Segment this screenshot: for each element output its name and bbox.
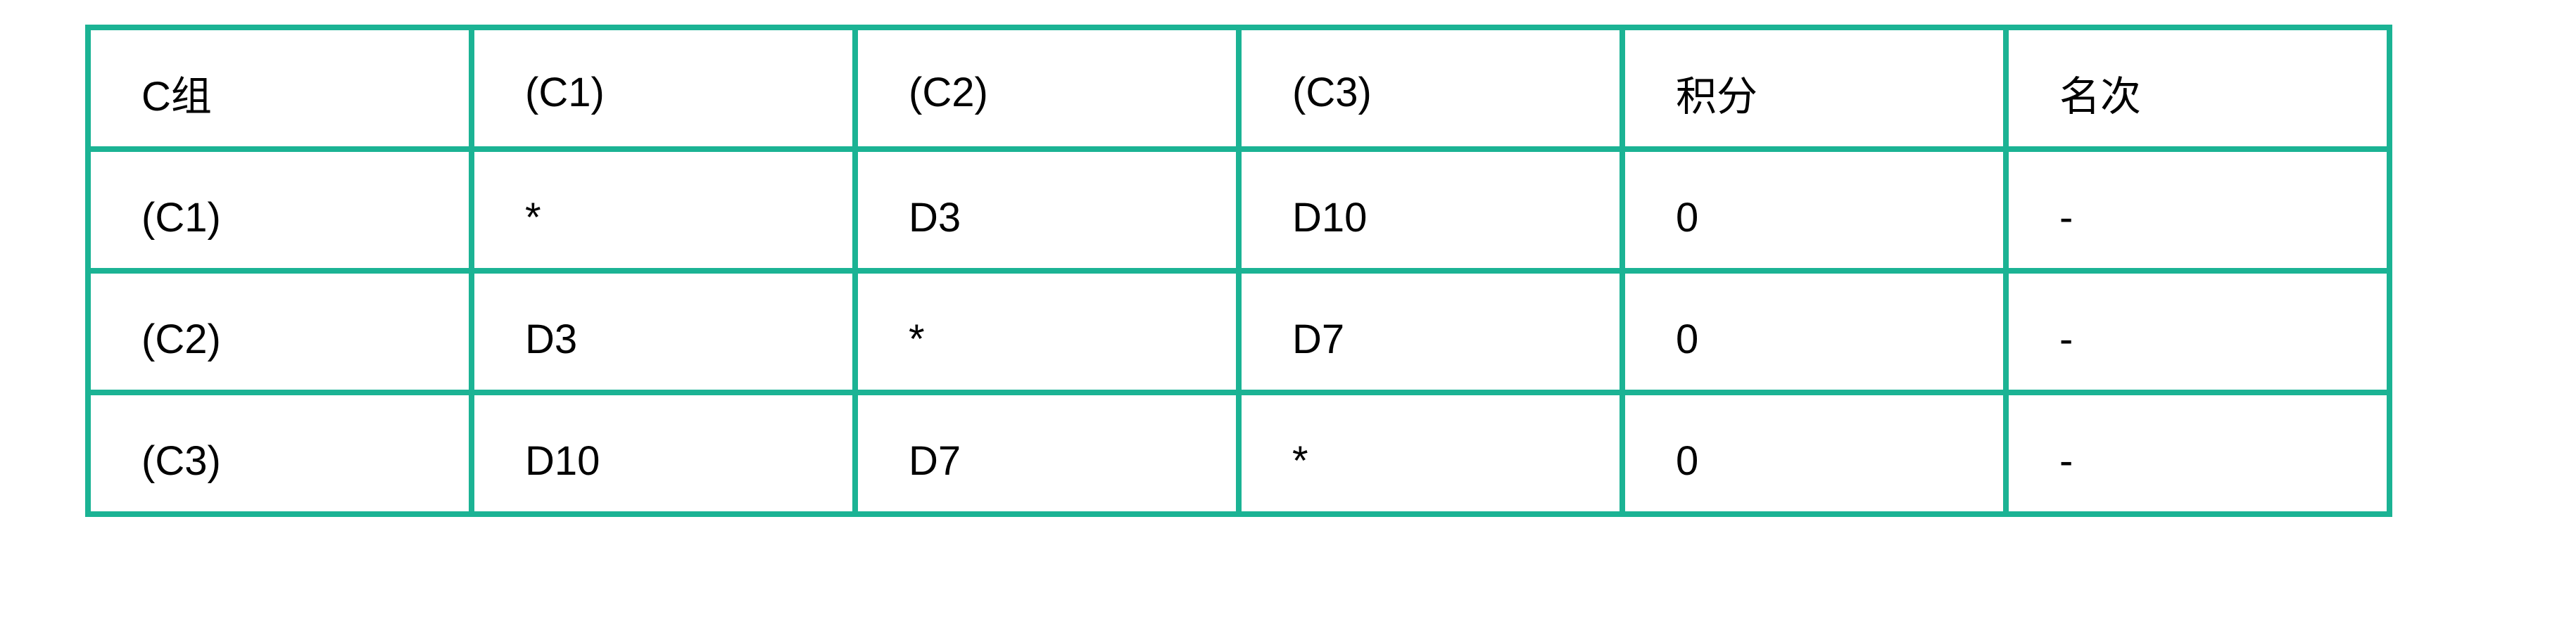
group-c-standings-table: C组 (C1) (C2) (C3) 积分 名次 (C1) * D3 D10 0 … [85,25,2392,517]
cell-rank: - [2003,146,2392,274]
cell-rank: - [2003,390,2392,517]
header-group: C组 [85,25,474,152]
cell-points: 0 [1620,390,2009,517]
cell-points: 0 [1620,146,2009,274]
cell: D3 [852,146,1242,274]
table-header-row: C组 (C1) (C2) (C3) 积分 名次 [85,25,2392,152]
cell-points: 0 [1620,268,2009,395]
cell: * [1236,390,1625,517]
row-team: (C1) [85,146,474,274]
cell: * [852,268,1242,395]
cell-rank: - [2003,268,2392,395]
cell: D7 [852,390,1242,517]
header-c1: (C1) [469,25,858,152]
cell: D3 [469,268,858,395]
header-c3: (C3) [1236,25,1625,152]
table-row: (C3) D10 D7 * 0 - [85,390,2392,517]
row-team: (C2) [85,268,474,395]
header-c2: (C2) [852,25,1242,152]
header-rank: 名次 [2003,25,2392,152]
cell: D7 [1236,268,1625,395]
row-team: (C3) [85,390,474,517]
cell: D10 [1236,146,1625,274]
table-row: (C1) * D3 D10 0 - [85,146,2392,274]
header-points: 积分 [1620,25,2009,152]
table-row: (C2) D3 * D7 0 - [85,268,2392,395]
cell: D10 [469,390,858,517]
cell: * [469,146,858,274]
